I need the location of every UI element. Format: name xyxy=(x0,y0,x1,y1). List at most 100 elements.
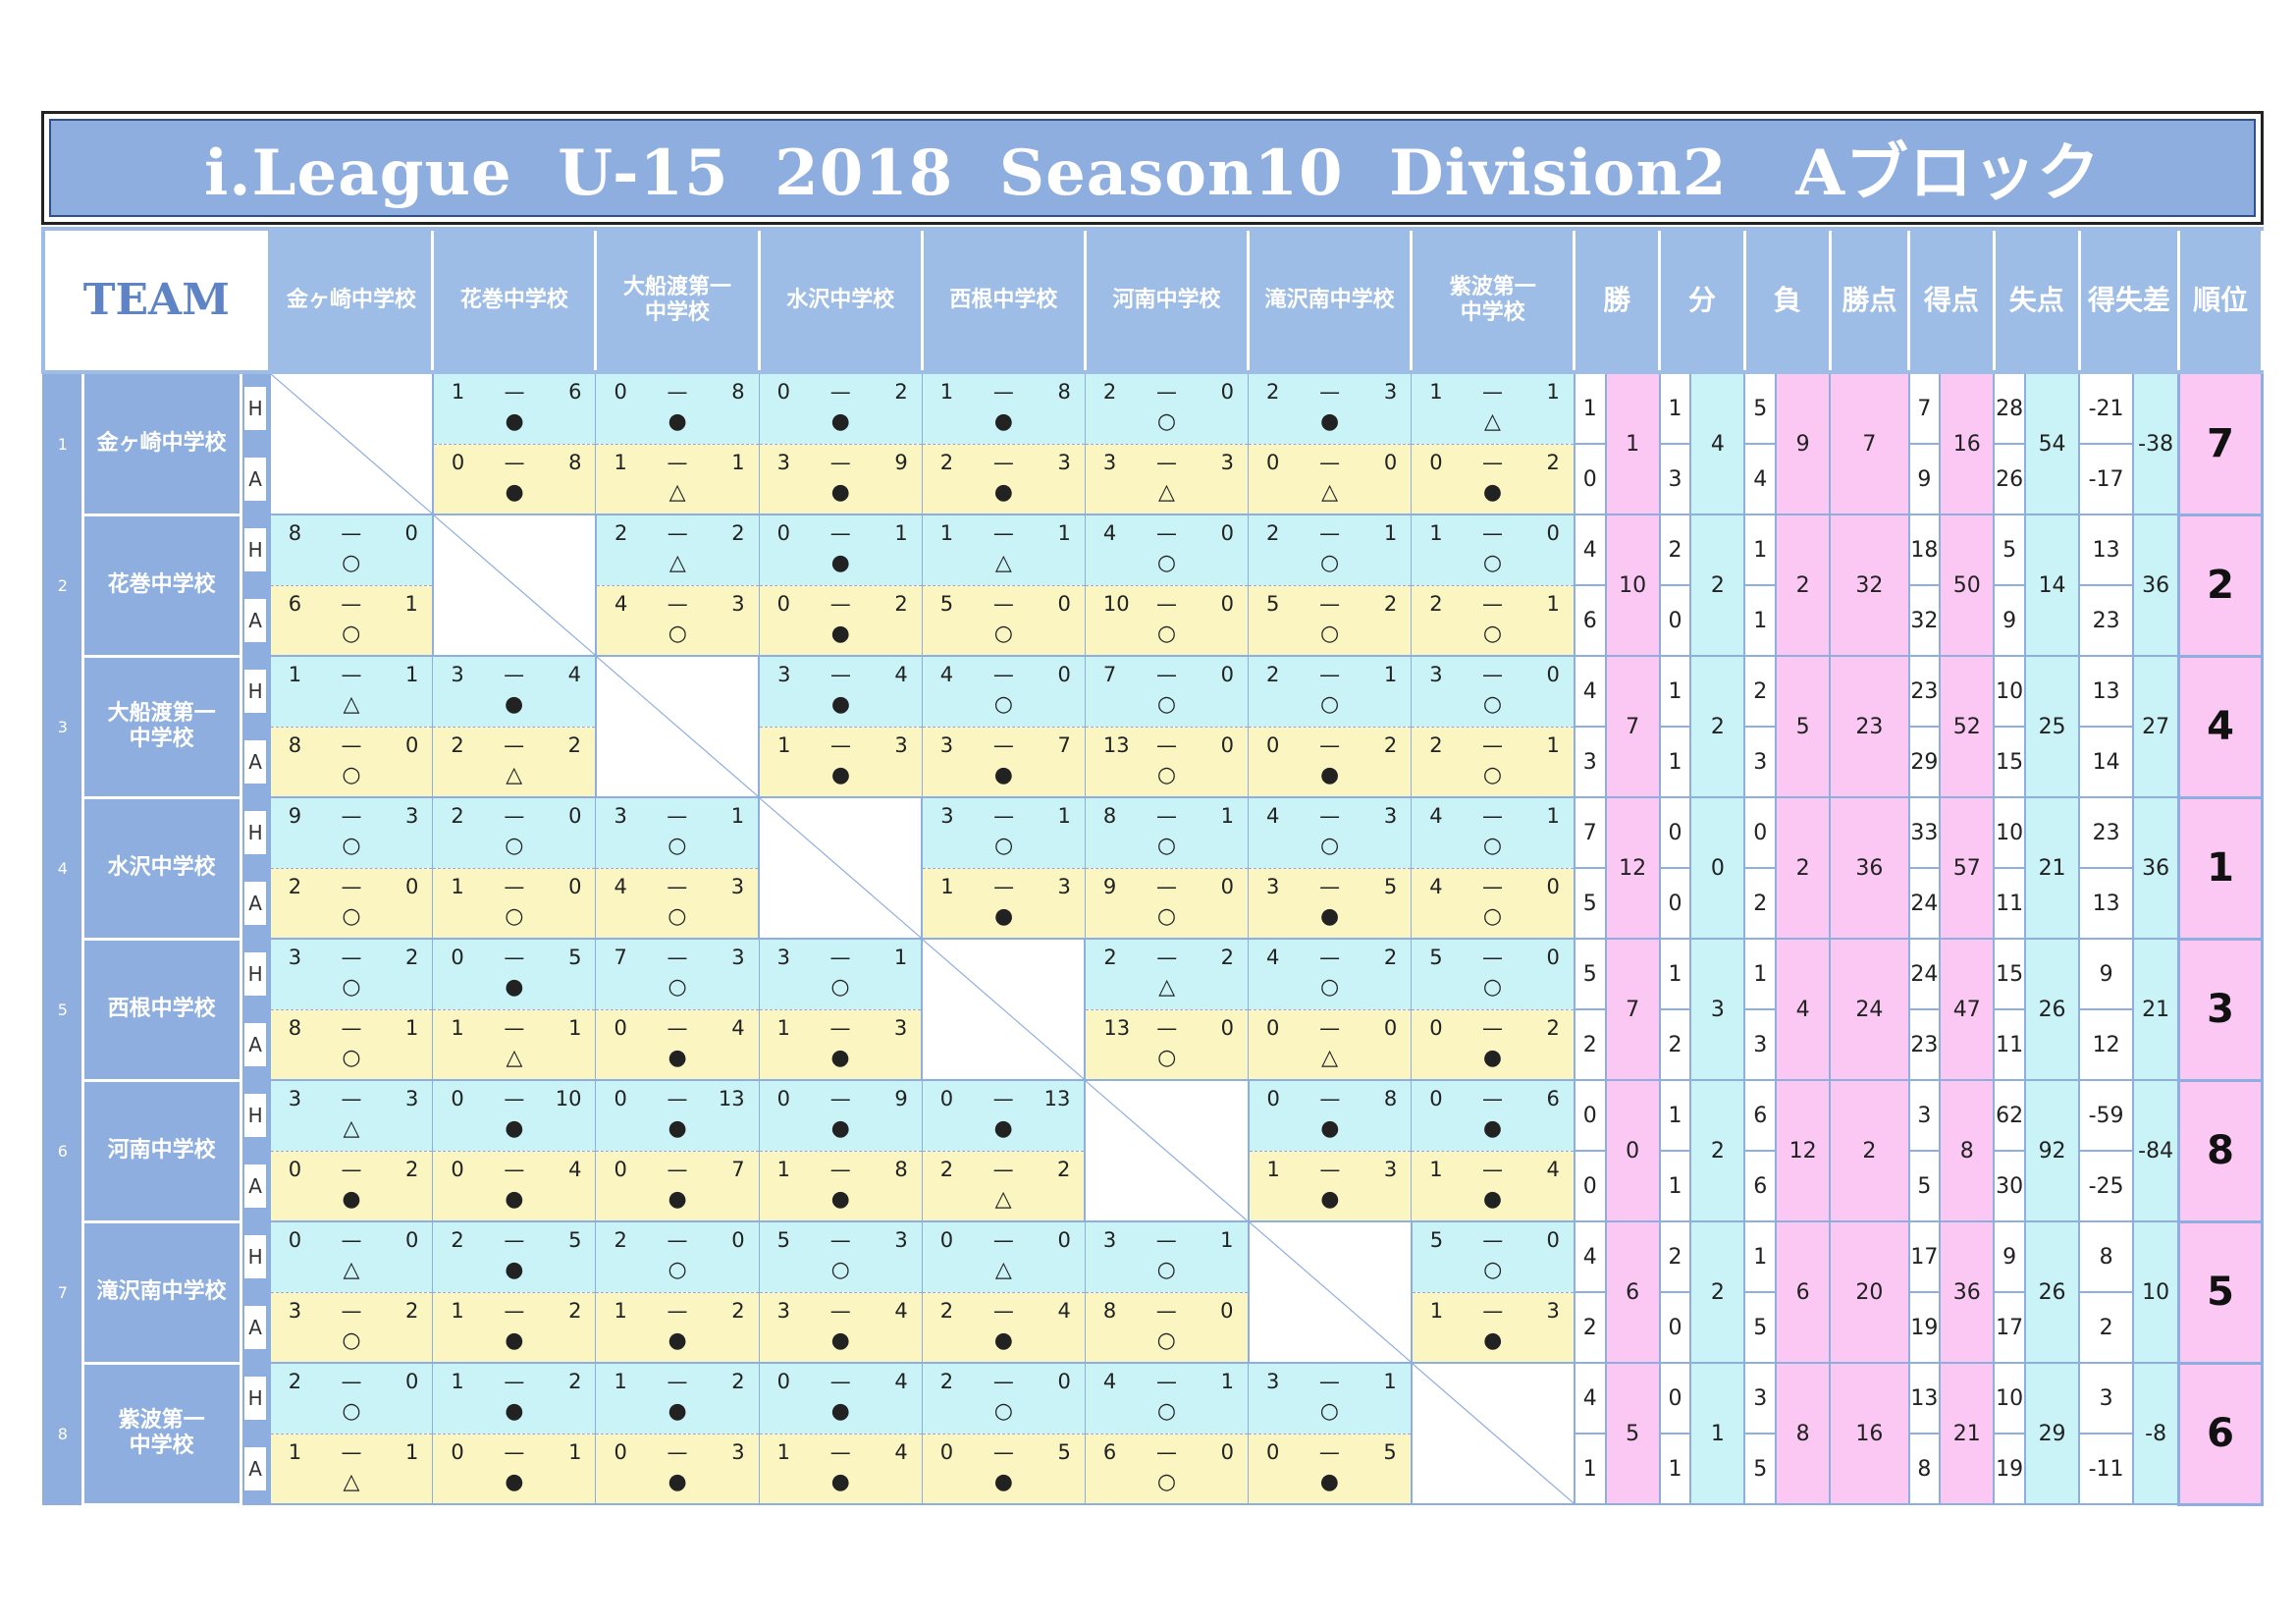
match-score: 4 — 0 ○ xyxy=(1086,515,1247,584)
win-total: 7 xyxy=(1604,938,1661,1081)
match-cell: 2 — 1 ○ xyxy=(1248,514,1413,586)
match-score: 3 — 1 ○ xyxy=(1250,1364,1411,1433)
score-dash: — xyxy=(1482,804,1503,829)
match-cell: 0 — 2 ● xyxy=(758,372,923,445)
score-dash: — xyxy=(1482,1298,1504,1323)
match-score: 1 — 3 ● xyxy=(1413,1293,1574,1361)
result-mark: ● xyxy=(667,1186,687,1212)
match-score: 0 — 4 ● xyxy=(597,1010,758,1078)
score-dash: — xyxy=(992,1298,1014,1323)
result-mark: ○ xyxy=(830,1258,850,1283)
match-cell: 1 — 4 ● xyxy=(758,1434,923,1505)
score-dash: — xyxy=(829,946,851,970)
goals-against: 3 xyxy=(404,1087,419,1111)
goals-for: 1 xyxy=(939,521,954,546)
gf-value: 19 xyxy=(1907,1291,1942,1364)
goals-for: 2 xyxy=(1266,521,1280,546)
goals-against: 8 xyxy=(1057,380,1071,405)
match-cell: 0 — 0 △ xyxy=(1248,444,1413,515)
draw-total: 2 xyxy=(1689,1079,1746,1222)
points-total: 7 xyxy=(1829,371,1910,515)
result-mark: ○ xyxy=(667,834,687,859)
result-mark: ○ xyxy=(667,1258,687,1283)
goals-for: 0 xyxy=(776,1370,790,1394)
result-mark: △ xyxy=(1158,479,1175,505)
result-mark: ● xyxy=(505,1327,524,1353)
match-score: 3 — 9 ● xyxy=(760,445,921,513)
ga-value: 11 xyxy=(1993,1008,2027,1081)
goals-for: 1 xyxy=(288,663,302,687)
goals-for: 0 xyxy=(288,1228,302,1253)
goals-for: 2 xyxy=(1266,663,1280,687)
ga-total: 26 xyxy=(2024,1220,2081,1364)
team-number: 8 xyxy=(41,1362,84,1505)
match-cell: 1 — 8 ● xyxy=(921,372,1086,445)
score-dash: — xyxy=(504,1370,525,1394)
result-mark: ○ xyxy=(1156,1327,1176,1353)
score-dash: — xyxy=(1319,804,1341,829)
goals-for: 2 xyxy=(939,1298,954,1323)
goals-for: 1 xyxy=(939,380,954,405)
match-score: 8 — 0 ○ xyxy=(271,728,432,795)
goals-against: 0 xyxy=(568,804,582,829)
match-cell: 0 — 6 ● xyxy=(1411,1080,1575,1152)
match-score: 1 — 1 △ xyxy=(1413,374,1574,443)
score-dash: — xyxy=(504,732,525,757)
result-mark: ○ xyxy=(1482,834,1503,859)
match-score: 1 — 0 ○ xyxy=(434,869,595,937)
ga-total: 14 xyxy=(2024,514,2081,657)
result-mark: ● xyxy=(830,1045,850,1070)
result-mark: ● xyxy=(993,762,1013,787)
rank-value: 2 xyxy=(2177,513,2264,658)
goals-for: 8 xyxy=(288,732,302,757)
win-count: 4 xyxy=(1573,1362,1607,1435)
goals-against: 0 xyxy=(1383,450,1398,474)
goals-against: 1 xyxy=(893,946,908,970)
match-cell: 2 — 1 ○ xyxy=(1411,585,1575,657)
goals-for: 3 xyxy=(777,663,791,687)
draw-count: 2 xyxy=(1658,514,1692,586)
match-cell: 5 — 0 ○ xyxy=(1411,939,1575,1010)
match-cell: 1 — 2 ● xyxy=(595,1292,760,1364)
match-cell: 1 — 4 ● xyxy=(1411,1151,1575,1222)
match-score: 2 — 2 △ xyxy=(434,728,595,795)
win-count: 0 xyxy=(1573,1150,1607,1222)
match-cell: 0 — 10 ● xyxy=(432,1080,597,1152)
match-score: 8 — 1 ○ xyxy=(271,1010,432,1078)
match-score: 3 — 4 ● xyxy=(760,657,921,726)
result-mark: ○ xyxy=(505,903,524,929)
diagonal-line xyxy=(760,798,921,938)
match-score: 0 — 13 ● xyxy=(597,1081,758,1150)
venue-label: H xyxy=(240,655,271,728)
match-cell: 1 — 2 ● xyxy=(595,1363,760,1435)
draw-count: 1 xyxy=(1658,726,1692,798)
goals-against: 2 xyxy=(1057,1157,1071,1181)
match-score: 0 — 8 ● xyxy=(597,374,758,443)
goals-against: 2 xyxy=(731,1298,745,1323)
score-dash: — xyxy=(504,663,525,687)
result-mark: ● xyxy=(993,479,1013,505)
goals-against: 4 xyxy=(1057,1298,1071,1323)
score-dash: — xyxy=(1155,804,1177,829)
goals-against: 3 xyxy=(404,804,419,829)
venue-letter: A xyxy=(244,1306,267,1349)
venue-label: H xyxy=(240,1220,271,1293)
goals-for: 5 xyxy=(1429,1228,1444,1253)
result-mark: ● xyxy=(505,975,524,1001)
match-score: 0 — 9 ● xyxy=(760,1081,921,1150)
goals-for: 1 xyxy=(1429,1298,1444,1323)
goals-against: 3 xyxy=(1383,1157,1398,1181)
away-row: A 0—8 ● 1—1 △ 3—9 ● 2—3 ● 3—3 △ 0—0 △ 0—2 ● 0 3 4 9 26 -17 xyxy=(43,443,2263,515)
result-mark: ● xyxy=(830,1327,850,1353)
match-cell: 9 — 3 ○ xyxy=(269,797,434,869)
goals-against: 2 xyxy=(404,946,419,970)
goals-against: 2 xyxy=(404,1157,419,1181)
match-cell: 4 — 0 ○ xyxy=(1084,514,1250,586)
match-cell: 8 — 1 ○ xyxy=(269,1009,434,1081)
result-mark: ○ xyxy=(1156,1399,1177,1425)
score-dash: — xyxy=(341,732,362,757)
match-score: 1 — 1 △ xyxy=(271,1435,432,1502)
venue-label: A xyxy=(240,867,271,940)
gd-total: -84 xyxy=(2132,1079,2180,1222)
match-cell: 1 — 1 △ xyxy=(269,656,434,728)
